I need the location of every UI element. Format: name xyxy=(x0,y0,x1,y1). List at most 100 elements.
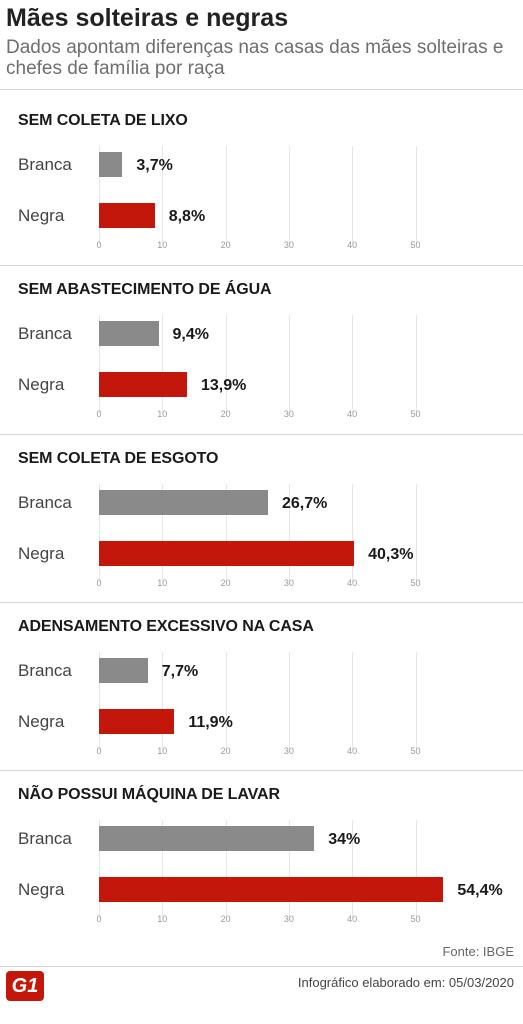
x-tick-label: 10 xyxy=(157,578,168,588)
gridline xyxy=(352,315,354,413)
value-label-branca: 7,7% xyxy=(161,663,199,680)
gridline xyxy=(99,820,100,918)
x-tick-label: 40 xyxy=(347,409,358,419)
gridline xyxy=(352,146,354,244)
value-label-branca: 26,7% xyxy=(282,495,328,512)
header-divider xyxy=(0,89,523,90)
value-label-branca: 3,7% xyxy=(136,157,173,174)
section-divider xyxy=(0,770,523,771)
gridline xyxy=(162,484,164,582)
bar-negra xyxy=(99,709,175,734)
gridline xyxy=(162,652,164,750)
gridline xyxy=(288,652,290,750)
gridline xyxy=(99,146,100,244)
x-tick-label: 40 xyxy=(347,240,358,250)
gridline xyxy=(288,484,290,582)
value-label-branca: 9,4% xyxy=(172,326,209,343)
x-tick-label: 50 xyxy=(410,914,421,924)
gridline xyxy=(225,820,227,918)
footer-divider xyxy=(0,966,523,967)
x-tick-label: 50 xyxy=(410,746,421,756)
bar-negra xyxy=(99,877,444,902)
x-tick-label: 10 xyxy=(157,746,168,756)
x-tick-label: 30 xyxy=(283,914,294,924)
x-tick-label: 20 xyxy=(220,746,231,756)
category-label-negra: Negra xyxy=(18,206,65,225)
bar-branca xyxy=(99,826,315,851)
gridline xyxy=(415,315,417,413)
x-tick-label: 50 xyxy=(410,409,421,419)
chart-title-sem-coleta-de-lixo: SEM COLETA DE LIXO xyxy=(18,112,188,129)
gridline xyxy=(415,652,417,750)
value-label-negra: 11,9% xyxy=(188,714,233,731)
gridline xyxy=(225,484,227,582)
category-label-branca: Branca xyxy=(18,493,72,512)
gridline xyxy=(288,820,290,918)
section-divider xyxy=(0,602,523,603)
bar-negra xyxy=(99,541,355,566)
gridline xyxy=(352,484,354,582)
value-label-branca: 34% xyxy=(328,831,361,848)
page-title: Mães solteiras e negras xyxy=(6,4,289,32)
x-tick-label: 10 xyxy=(157,914,168,924)
x-tick-label: 30 xyxy=(283,409,294,419)
gridline xyxy=(288,146,290,244)
bar-branca xyxy=(99,321,159,346)
category-label-negra: Negra xyxy=(18,375,65,394)
bar-branca xyxy=(99,152,123,177)
x-tick-label: 30 xyxy=(283,578,294,588)
x-tick-label: 20 xyxy=(220,240,231,250)
x-tick-label: 50 xyxy=(410,240,421,250)
x-tick-label: 0 xyxy=(96,914,102,924)
x-tick-label: 40 xyxy=(347,746,358,756)
gridline xyxy=(225,146,227,244)
gridline xyxy=(288,315,290,413)
gridline xyxy=(352,820,354,918)
gridline xyxy=(225,652,227,750)
bar-negra xyxy=(99,203,155,228)
value-label-negra: 54,4% xyxy=(457,882,503,899)
section-divider xyxy=(0,434,523,435)
x-tick-label: 40 xyxy=(347,914,358,924)
gridline xyxy=(99,484,100,582)
gridline xyxy=(352,652,354,750)
value-label-negra: 8,8% xyxy=(168,208,206,225)
x-tick-label: 0 xyxy=(96,409,102,419)
gridline xyxy=(415,146,417,244)
x-tick-label: 20 xyxy=(220,578,231,588)
x-tick-label: 20 xyxy=(220,409,231,419)
gridline xyxy=(99,652,100,750)
section-divider xyxy=(0,265,523,266)
value-label-negra: 13,9% xyxy=(200,377,247,394)
chart-title-nao-possui-maquina-de-lavar: NÃO POSSUI MÁQUINA DE LAVAR xyxy=(18,786,280,803)
x-tick-label: 0 xyxy=(96,240,102,250)
category-label-branca: Branca xyxy=(18,829,72,848)
gridline xyxy=(162,820,164,918)
chart-title-adensamento-excessivo-na-casa: ADENSAMENTO EXCESSIVO NA CASA xyxy=(18,618,314,635)
category-label-negra: Negra xyxy=(18,880,65,899)
category-label-branca: Branca xyxy=(18,155,72,174)
category-label-branca: Branca xyxy=(18,661,72,680)
x-tick-label: 50 xyxy=(410,578,421,588)
category-label-branca: Branca xyxy=(18,324,72,343)
g1-logo: G1 xyxy=(6,971,44,1001)
gridline xyxy=(225,315,227,413)
value-label-negra: 40,3% xyxy=(368,546,414,563)
x-tick-label: 0 xyxy=(96,578,102,588)
x-tick-label: 40 xyxy=(347,578,358,588)
gridline xyxy=(162,315,164,413)
x-tick-label: 30 xyxy=(283,746,294,756)
credit-note: Infográfico elaborado em: 05/03/2020 xyxy=(297,975,514,990)
gridline xyxy=(415,820,417,918)
bar-negra xyxy=(99,372,187,397)
category-label-negra: Negra xyxy=(18,712,65,731)
bar-branca xyxy=(99,658,148,683)
gridline xyxy=(415,484,417,582)
page-subtitle: Dados apontam diferenças nas casas das m… xyxy=(6,37,504,79)
gridline xyxy=(99,315,100,413)
chart-title-sem-coleta-de-esgoto: SEM COLETA DE ESGOTO xyxy=(18,450,219,467)
category-label-negra: Negra xyxy=(18,544,65,563)
bar-branca xyxy=(99,490,268,515)
x-tick-label: 10 xyxy=(157,409,168,419)
source-note: Fonte: IBGE xyxy=(442,944,514,959)
